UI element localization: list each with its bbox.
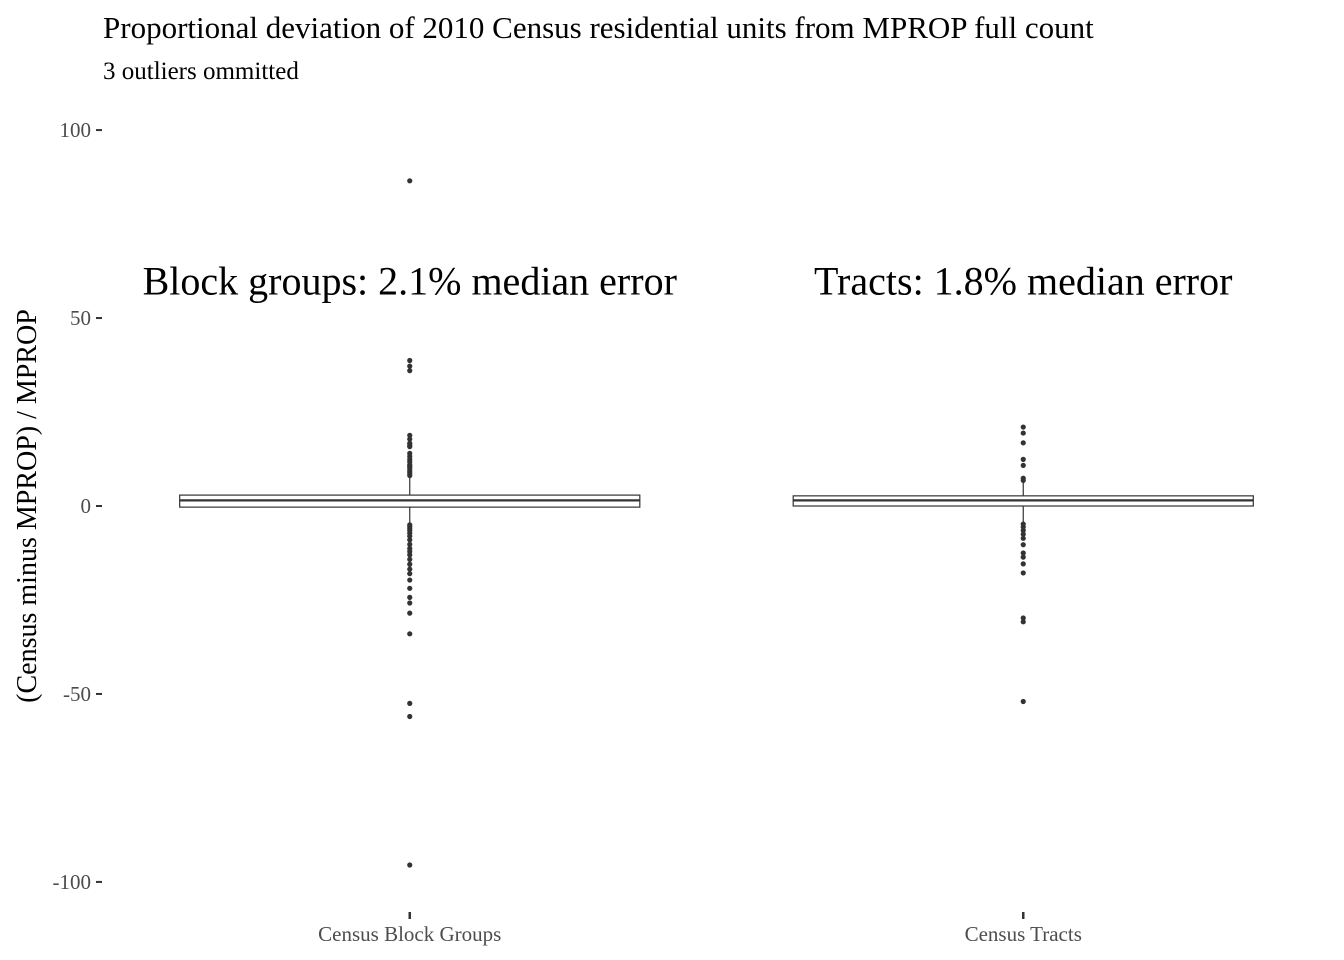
x-axis: Census Block Groups Census Tracts (318, 912, 1082, 946)
outlier-point (407, 561, 413, 567)
outlier-point (1020, 440, 1026, 446)
outlier-point (407, 368, 413, 374)
outlier-point (407, 537, 413, 543)
boxplots (179, 178, 1254, 868)
outlier-point (407, 700, 413, 706)
outlier-point (1020, 531, 1026, 537)
outlier-point (1020, 570, 1026, 576)
outlier-point (1020, 619, 1026, 625)
y-tick-label: 50 (70, 306, 91, 330)
outlier-point (407, 571, 413, 577)
outlier-point (1020, 561, 1026, 567)
outlier-point (407, 610, 413, 616)
outlier-point (407, 533, 413, 539)
outlier-point (407, 541, 413, 547)
outlier-point (407, 585, 413, 591)
x-tick-label: Census Tracts (965, 922, 1082, 946)
y-tick-label: 0 (81, 494, 92, 518)
median-error-annotation: Block groups: 2.1% median error (143, 258, 677, 303)
outlier-point (407, 444, 413, 450)
outlier-point (1020, 430, 1026, 436)
y-tick-label: -50 (63, 682, 91, 706)
outlier-point (1020, 527, 1026, 534)
outlier-point (1020, 698, 1026, 705)
outlier-point (1020, 462, 1026, 468)
outlier-point (1020, 456, 1026, 462)
outlier-point (1020, 477, 1026, 484)
outlier-point (407, 556, 413, 562)
outlier-point (1020, 542, 1026, 548)
outlier-point (407, 594, 413, 600)
annotations: Block groups: 2.1% median error Tracts: 1… (143, 258, 1233, 303)
outlier-point (407, 713, 413, 720)
outlier-point (407, 432, 413, 438)
outlier-point (407, 357, 413, 364)
outlier-point (407, 600, 413, 606)
outlier-point (407, 631, 413, 637)
outlier-point (407, 577, 413, 583)
chart-title: Proportional deviation of 2010 Census re… (103, 10, 1094, 45)
outlier-point (1020, 615, 1026, 621)
outlier-point (1020, 535, 1026, 541)
y-tick-label: 100 (60, 118, 92, 142)
outlier-point (1020, 424, 1026, 430)
boxplot (792, 424, 1254, 705)
outlier-point (407, 862, 413, 868)
outlier-point (407, 552, 413, 558)
outlier-point (1020, 550, 1026, 556)
outlier-point (407, 178, 413, 184)
outlier-point (407, 436, 413, 442)
x-tick-label: Census Block Groups (318, 922, 501, 946)
chart-subtitle: 3 outliers ommitted (103, 58, 299, 85)
boxplot (179, 178, 641, 868)
outlier-point (407, 566, 413, 572)
median-error-annotation: Tracts: 1.8% median error (814, 258, 1232, 303)
y-tick-label: -100 (53, 870, 92, 894)
y-axis-title: (Census minus MPROP) / MPROP (12, 309, 43, 703)
outlier-point (1020, 554, 1026, 560)
outlier-point (407, 363, 413, 369)
y-axis: 100 50 0 -50 -100 (53, 118, 102, 894)
outlier-point (407, 472, 413, 479)
